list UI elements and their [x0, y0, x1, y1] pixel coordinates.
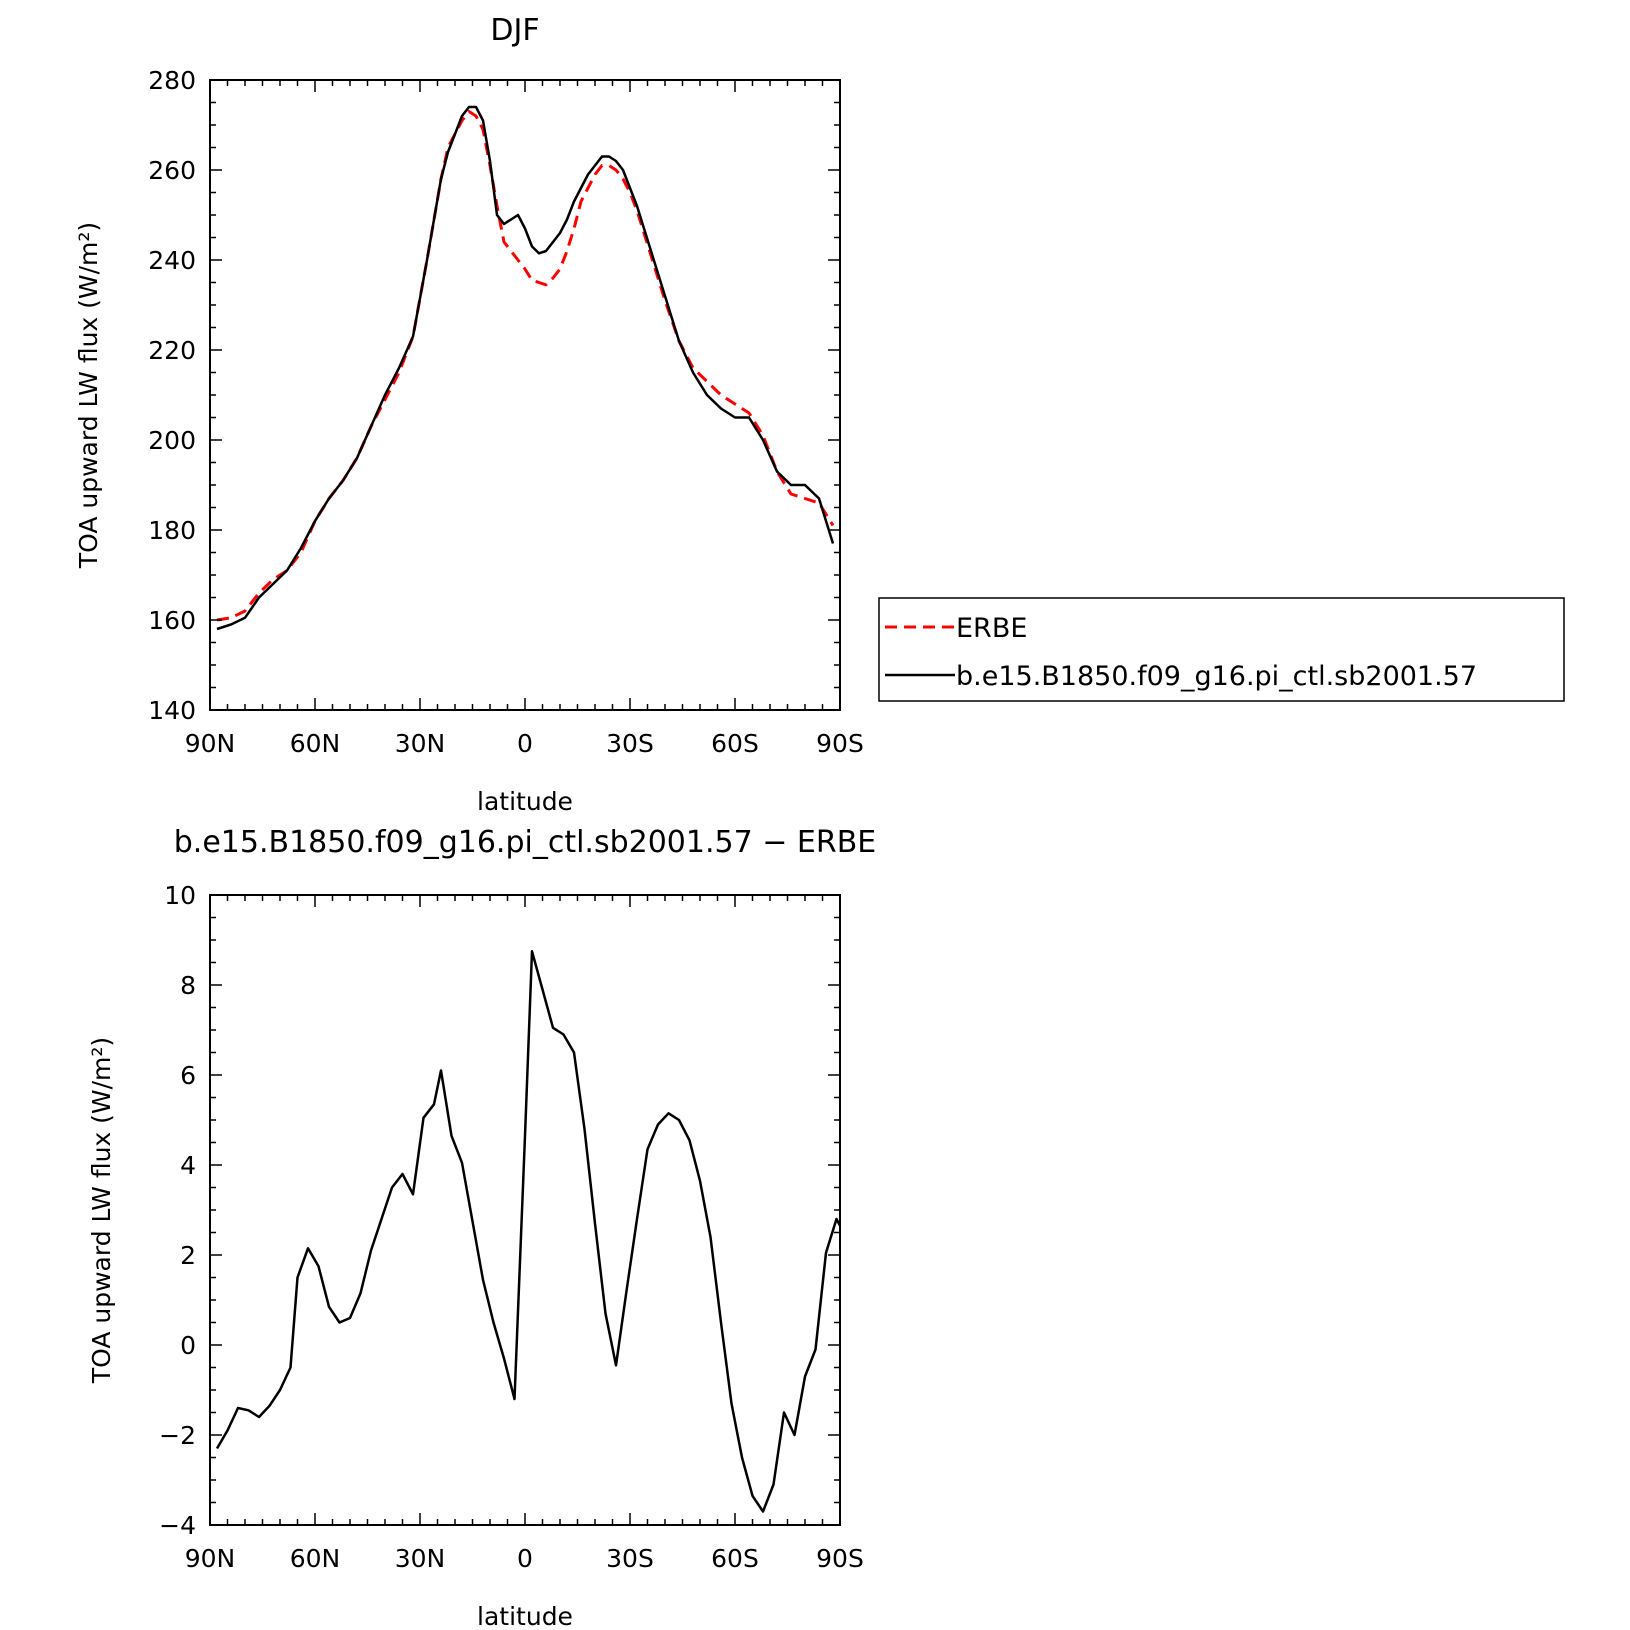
top-y-tick-label: 280 — [148, 66, 196, 95]
top-x-tick-label: 30S — [606, 729, 654, 758]
bottom-y-tick-label: 2 — [180, 1241, 196, 1270]
bottom-x-tick-label: 0 — [517, 1544, 533, 1573]
legend-label-model: b.e15.B1850.f09_g16.pi_ctl.sb2001.57 — [956, 661, 1477, 692]
top-y-tick-label: 180 — [148, 516, 196, 545]
top-x-tick-label: 30N — [395, 729, 446, 758]
bottom-panel: b.e15.B1850.f09_g16.pi_ctl.sb2001.57 − E… — [87, 825, 876, 1630]
top-x-tick-label: 90S — [816, 729, 864, 758]
bottom-y-axis-title: TOA upward LW flux (W/m²) — [87, 1037, 116, 1384]
bottom-series-line-0 — [215, 950, 840, 1513]
top-x-axis-title: latitude — [477, 787, 573, 816]
top-series-line-0 — [216, 110, 835, 622]
top-x-tick-label: 60S — [711, 729, 759, 758]
top-series-group — [216, 105, 835, 631]
top-panel: DJF 90N 60N 30N 0 30S 60S 90S 140 160 180 200 220 24… — [74, 13, 1565, 816]
bottom-y-tick-label: 0 — [180, 1331, 196, 1360]
bottom-x-tick-label: 90S — [816, 1544, 864, 1573]
top-panel-title: DJF — [490, 13, 539, 48]
top-ticks: 90N 60N 30N 0 30S 60S 90S 140 160 180 200 220 240 260… — [148, 66, 864, 758]
top-x-tick-label: 0 — [517, 729, 533, 758]
top-plot-frame — [209, 79, 841, 711]
bottom-series-group — [215, 950, 840, 1513]
top-y-tick-label: 140 — [148, 696, 196, 725]
top-y-tick-label: 200 — [148, 426, 196, 455]
bottom-plot-frame — [209, 894, 841, 1526]
bottom-y-tick-label: 10 — [164, 881, 196, 910]
top-y-tick-label: 160 — [148, 606, 196, 635]
top-y-axis-title: TOA upward LW flux (W/m²) — [74, 222, 103, 569]
bottom-x-tick-label: 30N — [395, 1544, 446, 1573]
top-series-line-1 — [216, 105, 835, 631]
bottom-x-tick-label: 60S — [711, 1544, 759, 1573]
legend-box — [878, 597, 1565, 702]
bottom-x-tick-label: 60N — [290, 1544, 341, 1573]
bottom-y-tick-label: 8 — [180, 971, 196, 1000]
top-x-tick-label: 90N — [185, 729, 236, 758]
top-x-tick-label: 60N — [290, 729, 341, 758]
bottom-x-tick-label: 90N — [185, 1544, 236, 1573]
bottom-y-tick-label: −4 — [159, 1511, 196, 1540]
top-y-tick-label: 220 — [148, 336, 196, 365]
legend-label-erbe: ERBE — [956, 613, 1027, 644]
bottom-y-tick-label: 6 — [180, 1061, 196, 1090]
bottom-ticks: 90N 60N 30N 0 30S 60S 90S −4 −2 0 2 4 6 8 10 — [159, 881, 864, 1573]
legend: ERBE b.e15.B1850.f09_g16.pi_ctl.sb2001.5… — [878, 597, 1565, 702]
bottom-y-tick-label: −2 — [159, 1421, 196, 1450]
bottom-x-tick-label: 30S — [606, 1544, 654, 1573]
top-y-tick-label: 240 — [148, 246, 196, 275]
bottom-panel-title: b.e15.B1850.f09_g16.pi_ctl.sb2001.57 − E… — [174, 825, 876, 860]
bottom-y-tick-label: 4 — [180, 1151, 196, 1180]
bottom-x-axis-title: latitude — [477, 1602, 573, 1630]
top-y-tick-label: 260 — [148, 156, 196, 185]
